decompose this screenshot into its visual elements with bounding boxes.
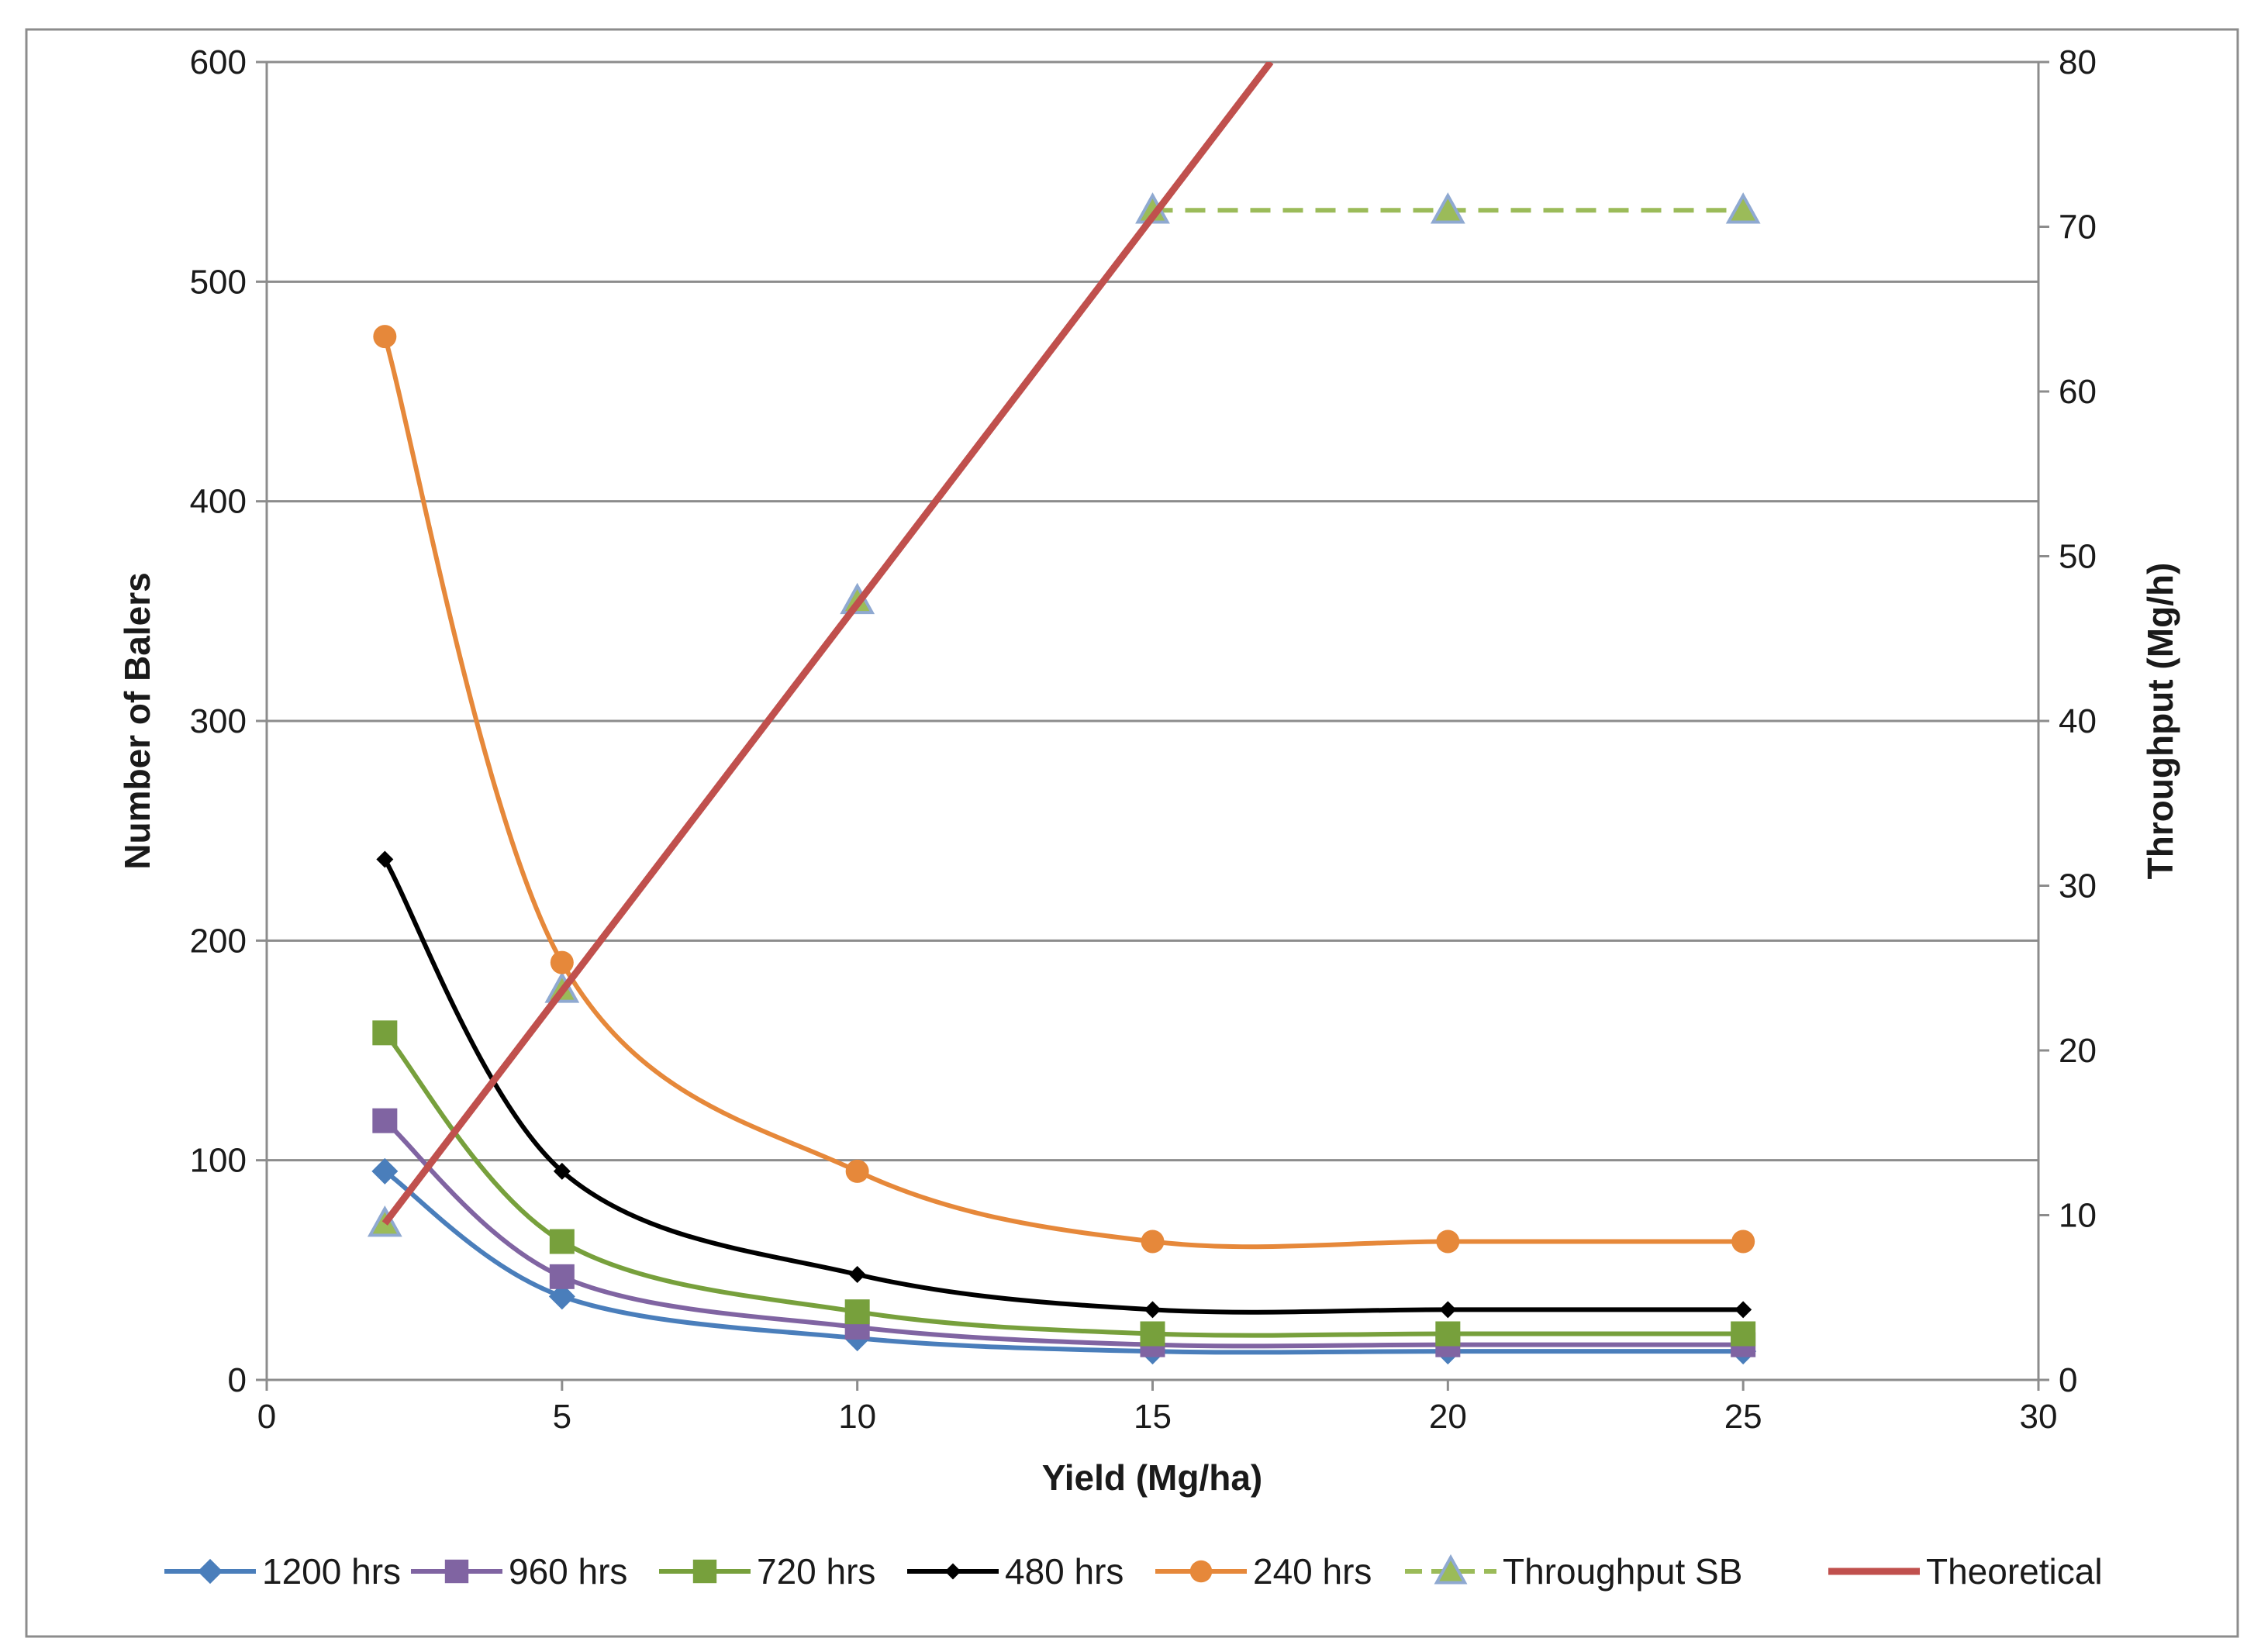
series-line xyxy=(382,858,1744,1315)
series-line xyxy=(383,1031,1744,1338)
y2-tick-label: 40 xyxy=(2059,702,2097,740)
y2-tick-label: 50 xyxy=(2059,538,2097,576)
y-tick-label: 100 xyxy=(190,1142,247,1180)
series-480-hrs xyxy=(376,850,1752,1319)
data-point xyxy=(1436,1230,1460,1254)
legend-marker xyxy=(692,1559,717,1584)
legend-marker xyxy=(444,1559,469,1584)
legend-label: 480 hrs xyxy=(1005,1551,1124,1592)
data-point xyxy=(1430,192,1465,224)
y-tick-label: 200 xyxy=(190,922,247,960)
data-point xyxy=(844,1299,870,1325)
series-line xyxy=(381,62,1274,1226)
axis-labels: Yield (Mg/ha) Number of Balers Throughpu… xyxy=(117,563,2180,1498)
y-tick-label: 300 xyxy=(190,702,247,740)
data-point xyxy=(1141,1230,1165,1254)
data-point xyxy=(372,1020,398,1046)
y-tick-label: 500 xyxy=(190,263,247,301)
y2-tick-label: 70 xyxy=(2059,209,2097,247)
series-720-hrs xyxy=(372,1020,1756,1347)
data-point xyxy=(553,1162,571,1180)
y-tick-label: 600 xyxy=(190,43,247,81)
gridlines xyxy=(267,60,2038,1162)
data-point xyxy=(1435,1321,1461,1347)
data-point xyxy=(1144,1301,1162,1319)
legend-label: Theoretical xyxy=(1926,1551,2103,1592)
legend-marker xyxy=(1189,1560,1213,1583)
data-point xyxy=(549,1264,575,1289)
data-point xyxy=(376,850,394,868)
y-axis-title: Number of Balers xyxy=(117,572,157,869)
chart-frame xyxy=(25,28,2239,1638)
series-theoretical xyxy=(381,62,1274,1226)
legend-item: Theoretical xyxy=(1828,1551,2103,1592)
data-point xyxy=(550,950,574,974)
data-point xyxy=(548,1283,575,1310)
legend-marker xyxy=(197,1558,223,1585)
data-point xyxy=(373,325,397,349)
y2-tick-label: 30 xyxy=(2059,867,2097,905)
legend-marker xyxy=(1434,1554,1468,1585)
data-point xyxy=(1725,192,1761,224)
y-tick-label: 400 xyxy=(190,483,247,521)
legend-label: 960 hrs xyxy=(509,1551,627,1592)
data-point xyxy=(1731,1230,1755,1254)
legend-item: 480 hrs xyxy=(907,1551,1124,1592)
y2-tick-label: 0 xyxy=(2059,1361,2077,1399)
data-point xyxy=(848,1266,866,1283)
legend-item: 1200 hrs xyxy=(164,1551,401,1592)
data-point xyxy=(372,1108,398,1133)
legend-item: 960 hrs xyxy=(411,1551,627,1592)
series-line xyxy=(383,1119,1744,1349)
x-tick-label: 0 xyxy=(257,1398,276,1436)
x-tick-label: 20 xyxy=(1429,1398,1467,1436)
legend-item: 720 hrs xyxy=(659,1551,875,1592)
legend-item: Throughput SB xyxy=(1405,1551,1742,1592)
legend-label: Throughput SB xyxy=(1503,1551,1742,1592)
data-point xyxy=(1735,1301,1752,1319)
y2-tick-label: 60 xyxy=(2059,373,2097,411)
x-tick-label: 30 xyxy=(2020,1398,2058,1436)
axes: 0 100 200 300 400 500 600 0 10 20 30 40 50 60 70 80 0 5 10… xyxy=(190,43,2097,1436)
legend-item: 240 hrs xyxy=(1155,1551,1372,1592)
y2-tick-label: 80 xyxy=(2059,43,2097,81)
y2-tick-label: 20 xyxy=(2059,1032,2097,1070)
data-point xyxy=(1140,1321,1165,1347)
y2-axis-title: Throughput (Mg/h) xyxy=(2140,563,2180,880)
data-point xyxy=(1731,1321,1756,1347)
x-tick-label: 10 xyxy=(838,1398,876,1436)
series-group xyxy=(367,62,1761,1365)
legend-label: 720 hrs xyxy=(757,1551,875,1592)
y2-tick-label: 10 xyxy=(2059,1197,2097,1235)
data-point xyxy=(371,1157,399,1185)
y-tick-label: 0 xyxy=(228,1361,247,1399)
x-axis-title: Yield (Mg/ha) xyxy=(1042,1457,1263,1498)
legend-label: 240 hrs xyxy=(1253,1551,1372,1592)
series-throughput-sb xyxy=(367,192,1761,1237)
legend: 1200 hrs 960 hrs 720 hrs 480 hrs 240 hrs Thro… xyxy=(164,1551,2103,1592)
legend-marker xyxy=(944,1563,961,1580)
x-tick-label: 5 xyxy=(553,1398,571,1436)
data-point xyxy=(1439,1301,1457,1319)
legend-label: 1200 hrs xyxy=(262,1551,401,1592)
data-point xyxy=(845,1159,869,1183)
x-tick-label: 25 xyxy=(1724,1398,1762,1436)
x-tick-label: 15 xyxy=(1134,1398,1172,1436)
series-240-hrs xyxy=(373,325,1755,1254)
data-point xyxy=(549,1229,575,1254)
